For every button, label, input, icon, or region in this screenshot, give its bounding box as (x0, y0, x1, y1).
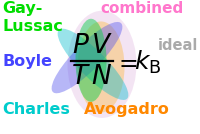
Text: combined: combined (100, 1, 183, 16)
Text: Avogadro: Avogadro (84, 102, 170, 117)
Text: Boyle: Boyle (2, 54, 52, 69)
Text: $=$: $=$ (114, 51, 138, 74)
Text: $P$: $P$ (72, 33, 90, 58)
Ellipse shape (52, 22, 122, 93)
Text: $T$: $T$ (71, 64, 91, 89)
Ellipse shape (68, 11, 136, 118)
Ellipse shape (76, 19, 106, 102)
Text: $V$: $V$ (91, 33, 113, 58)
Text: Charles: Charles (2, 102, 70, 117)
Ellipse shape (78, 21, 124, 113)
Text: Gay-
Lussac: Gay- Lussac (2, 1, 63, 34)
Text: $N$: $N$ (91, 64, 113, 89)
Ellipse shape (58, 29, 128, 100)
Text: ideal: ideal (158, 38, 198, 53)
Text: $k_{\mathsf{B}}$: $k_{\mathsf{B}}$ (134, 49, 162, 76)
